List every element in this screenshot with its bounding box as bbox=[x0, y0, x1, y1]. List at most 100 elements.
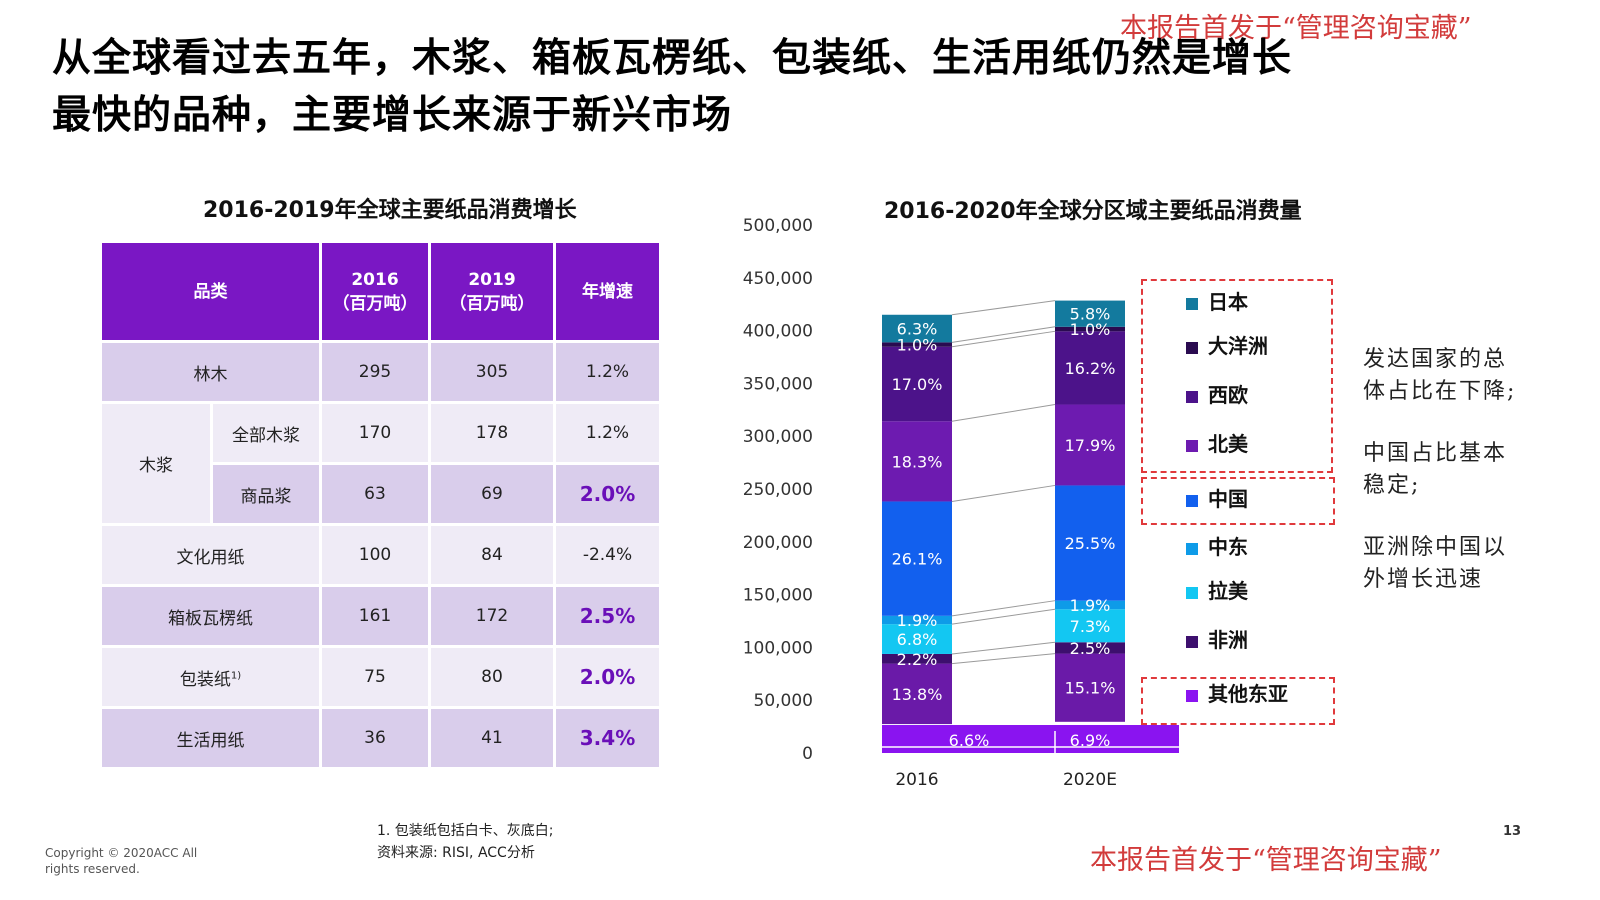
data-label: 2.5% bbox=[1070, 639, 1111, 658]
legend-swatch bbox=[1186, 439, 1198, 452]
y-tick-label: 200,000 bbox=[743, 533, 813, 553]
legend-item: 拉美 bbox=[1186, 575, 1248, 604]
data-label: 1.9% bbox=[1070, 596, 1111, 615]
table-row: 生活用纸 36 41 3.4% bbox=[99, 706, 662, 770]
table-row: 包装纸1) 75 80 2.0% bbox=[99, 645, 662, 709]
legend-swatch bbox=[1186, 341, 1198, 354]
data-label: 6.6% bbox=[949, 731, 990, 750]
cell-2016: 75 bbox=[319, 645, 431, 709]
cell-growth: 2.0% bbox=[553, 645, 662, 709]
data-label: 26.1% bbox=[892, 550, 943, 569]
data-label: 6.9% bbox=[1070, 731, 1111, 750]
data-label: 6.8% bbox=[897, 630, 938, 649]
legend-box-china bbox=[1141, 477, 1335, 525]
cell-growth: 2.5% bbox=[553, 584, 662, 648]
table-row: 箱板瓦楞纸 161 172 2.5% bbox=[99, 584, 662, 648]
legend-label: 大洋洲 bbox=[1208, 334, 1268, 358]
legend-label: 北美 bbox=[1208, 432, 1248, 456]
bar-segment bbox=[1055, 404, 1125, 486]
cell-2016: 100 bbox=[319, 523, 431, 587]
cell-2019: 84 bbox=[428, 523, 556, 587]
cell-2019: 80 bbox=[428, 645, 556, 709]
row-group-label: 木浆 bbox=[99, 401, 213, 526]
table-row: 木浆 全部木浆 170 178 1.2% bbox=[99, 401, 662, 526]
y-tick-label: 50,000 bbox=[754, 691, 813, 711]
connector-line bbox=[951, 484, 1056, 502]
legend-label: 非洲 bbox=[1208, 628, 1248, 652]
row-label: 商品浆 bbox=[210, 462, 322, 526]
legend-item: 中东 bbox=[1186, 531, 1248, 560]
data-label: 18.3% bbox=[892, 452, 943, 471]
data-label: 1.0% bbox=[1070, 320, 1111, 339]
cell-2016: 36 bbox=[319, 706, 431, 770]
connector-line bbox=[951, 608, 1056, 625]
page-title-line-2: 最快的品种，主要增长来源于新兴市场 bbox=[52, 92, 733, 138]
table-row: 文化用纸 100 84 -2.4% bbox=[99, 523, 662, 587]
page-number: 13 bbox=[1503, 824, 1522, 839]
cell-2019: 305 bbox=[428, 340, 556, 404]
legend-label: 拉美 bbox=[1208, 579, 1248, 603]
bar-segment bbox=[882, 501, 952, 616]
bar-segment bbox=[1055, 600, 1125, 610]
bar-segment bbox=[882, 653, 952, 664]
y-tick-label: 350,000 bbox=[743, 374, 813, 394]
data-label: 1.0% bbox=[897, 336, 938, 355]
bar-segment bbox=[882, 346, 952, 422]
chart-subtitle: 2016-2020年全球分区域主要纸品消费量 bbox=[884, 199, 1302, 224]
x-tick-label: 2016 bbox=[895, 770, 938, 790]
legend-item: 其他东亚 bbox=[1186, 678, 1288, 707]
cell-growth: 1.2% bbox=[553, 401, 662, 465]
row-label: 包装纸1) bbox=[99, 645, 322, 709]
legend-label: 西欧 bbox=[1208, 383, 1248, 407]
legend-swatch bbox=[1186, 494, 1198, 507]
data-label: 25.5% bbox=[1065, 534, 1116, 553]
y-tick-label: 450,000 bbox=[743, 269, 813, 289]
bar-segment bbox=[1055, 642, 1125, 654]
y-tick-label: 150,000 bbox=[743, 586, 813, 606]
data-label: 16.2% bbox=[1065, 359, 1116, 378]
y-tick-label: 500,000 bbox=[743, 216, 813, 236]
legend-item: 西欧 bbox=[1186, 379, 1248, 408]
legend-swatch bbox=[1186, 635, 1198, 648]
bar-segment bbox=[882, 421, 952, 502]
data-label: 17.0% bbox=[892, 375, 943, 394]
row-label: 箱板瓦楞纸 bbox=[99, 584, 322, 648]
cell-growth: 2.0% bbox=[553, 462, 662, 526]
bar-segment bbox=[882, 663, 952, 725]
cell-2019: 41 bbox=[428, 706, 556, 770]
header-2016: 2016 （百万吨） bbox=[319, 240, 431, 343]
legend-swatch bbox=[1186, 297, 1198, 310]
bar-segment bbox=[1055, 609, 1125, 643]
bar-segment bbox=[882, 624, 952, 654]
legend-item: 北美 bbox=[1186, 428, 1248, 457]
connector-line bbox=[951, 653, 1056, 665]
legend-item: 大洋洲 bbox=[1186, 330, 1268, 359]
data-label: 2.2% bbox=[897, 650, 938, 669]
copyright: Copyright © 2020ACC All rights reserved. bbox=[45, 846, 198, 876]
connector-line bbox=[951, 300, 1056, 316]
legend-label: 中东 bbox=[1208, 535, 1248, 559]
connector-line bbox=[951, 330, 1056, 348]
row-label: 林木 bbox=[99, 340, 322, 404]
bar-segment bbox=[1055, 485, 1125, 601]
data-label: 7.3% bbox=[1070, 617, 1111, 636]
table-row: 林木 295 305 1.2% bbox=[99, 340, 662, 404]
bar-segment bbox=[882, 314, 952, 343]
legend-swatch bbox=[1186, 390, 1198, 403]
page-title-line-1: 从全球看过去五年，木浆、箱板瓦楞纸、包装纸、生活用纸仍然是增长 bbox=[52, 35, 1293, 81]
header-2019: 2019 （百万吨） bbox=[428, 240, 556, 343]
x-tick-label: 2020E bbox=[1063, 770, 1117, 790]
data-label: 13.8% bbox=[892, 685, 943, 704]
cell-2019: 178 bbox=[428, 401, 556, 465]
bar-segment bbox=[1055, 653, 1125, 722]
legend-item: 日本 bbox=[1186, 286, 1248, 315]
consumption-growth-table: 品类 2016 （百万吨） 2019 （百万吨） 年增速 林木 295 305 1.… bbox=[99, 240, 662, 770]
y-tick-label: 250,000 bbox=[743, 480, 813, 500]
legend-item: 非洲 bbox=[1186, 624, 1248, 653]
watermark-bottom: 本报告首发于“管理咨询宝藏” bbox=[1090, 845, 1442, 876]
cell-2019: 172 bbox=[428, 584, 556, 648]
connector-line bbox=[951, 404, 1056, 422]
footnote: 1. 包装纸包括白卡、灰底白; 资料来源: RISI, ACC分析 bbox=[377, 820, 554, 864]
row-label: 生活用纸 bbox=[99, 706, 322, 770]
side-note-developed: 发达国家的总 体占比在下降; bbox=[1363, 347, 1517, 404]
